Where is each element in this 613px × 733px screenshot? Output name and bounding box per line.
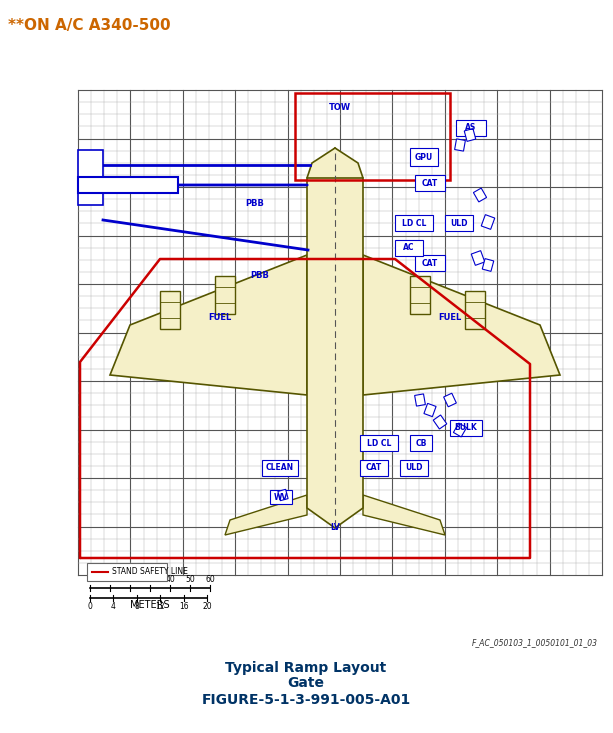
Text: 40: 40 xyxy=(165,575,175,584)
Bar xyxy=(400,460,428,476)
Text: **ON A/C A340-500: **ON A/C A340-500 xyxy=(8,18,170,33)
Bar xyxy=(278,490,288,501)
Bar xyxy=(473,188,487,202)
Bar xyxy=(215,276,235,314)
Bar xyxy=(465,291,485,329)
Text: TOW: TOW xyxy=(329,103,351,112)
Bar xyxy=(360,460,388,476)
Polygon shape xyxy=(307,148,363,178)
Bar xyxy=(395,240,423,256)
Text: 8: 8 xyxy=(134,602,139,611)
Text: PBB: PBB xyxy=(251,270,270,279)
Text: PBB: PBB xyxy=(246,199,264,207)
Text: 16: 16 xyxy=(179,602,188,611)
Text: 0: 0 xyxy=(88,602,93,611)
Bar xyxy=(450,420,482,436)
Text: CLEAN: CLEAN xyxy=(266,463,294,473)
Text: 20: 20 xyxy=(202,602,212,611)
Text: Typical Ramp Layout: Typical Ramp Layout xyxy=(226,661,387,675)
Text: METERS: METERS xyxy=(130,600,170,610)
Bar xyxy=(270,490,292,504)
Bar xyxy=(78,150,103,205)
Bar xyxy=(424,403,436,416)
Bar xyxy=(410,276,430,314)
Text: 50: 50 xyxy=(185,575,195,584)
Text: ULD: ULD xyxy=(451,218,468,227)
Bar xyxy=(415,175,445,191)
Text: FEET: FEET xyxy=(138,566,162,576)
Text: 0: 0 xyxy=(88,575,93,584)
Text: 4: 4 xyxy=(111,602,116,611)
Text: FUEL: FUEL xyxy=(438,312,462,322)
Bar xyxy=(78,177,178,193)
Text: CAT: CAT xyxy=(422,179,438,188)
Bar xyxy=(454,423,466,437)
Text: WV: WV xyxy=(274,493,288,501)
Bar xyxy=(456,120,486,136)
Text: CAT: CAT xyxy=(422,259,438,268)
Text: ULD: ULD xyxy=(405,463,423,473)
Bar xyxy=(481,215,495,229)
Text: CB: CB xyxy=(416,438,427,448)
Text: CAT: CAT xyxy=(366,463,382,473)
Text: FIGURE-5-1-3-991-005-A01: FIGURE-5-1-3-991-005-A01 xyxy=(202,693,411,707)
Polygon shape xyxy=(110,255,307,395)
Text: Gate: Gate xyxy=(287,676,324,690)
Polygon shape xyxy=(363,255,560,395)
Text: 20: 20 xyxy=(125,575,135,584)
Polygon shape xyxy=(307,148,363,528)
Bar xyxy=(471,251,485,265)
Bar xyxy=(410,148,438,166)
Text: 30: 30 xyxy=(145,575,155,584)
Bar xyxy=(160,291,180,329)
Bar xyxy=(410,435,432,451)
Text: BULK: BULK xyxy=(455,424,478,432)
Text: LD CL: LD CL xyxy=(367,438,391,448)
Bar xyxy=(87,563,167,581)
Text: STAND SAFETY LINE: STAND SAFETY LINE xyxy=(112,567,188,576)
Bar xyxy=(360,435,398,451)
Bar xyxy=(433,415,447,429)
Text: F_AC_050103_1_0050101_01_03: F_AC_050103_1_0050101_01_03 xyxy=(472,638,598,647)
Bar xyxy=(445,215,473,231)
Text: AS: AS xyxy=(465,123,477,133)
Text: AC: AC xyxy=(403,243,415,252)
Bar xyxy=(395,215,433,231)
Polygon shape xyxy=(363,495,445,535)
Bar xyxy=(444,393,456,407)
Bar xyxy=(482,259,493,271)
Bar xyxy=(464,128,476,141)
Text: 60: 60 xyxy=(205,575,215,584)
Text: LD CL: LD CL xyxy=(402,218,426,227)
Bar xyxy=(262,460,298,476)
Text: 12: 12 xyxy=(156,602,165,611)
Bar xyxy=(295,93,450,180)
Bar xyxy=(455,139,465,151)
Text: 10: 10 xyxy=(105,575,115,584)
Text: FUEL: FUEL xyxy=(208,312,232,322)
Text: LV: LV xyxy=(330,523,340,531)
Text: GPU: GPU xyxy=(415,152,433,161)
Bar xyxy=(415,255,445,271)
Bar xyxy=(414,394,425,406)
Polygon shape xyxy=(225,495,307,535)
